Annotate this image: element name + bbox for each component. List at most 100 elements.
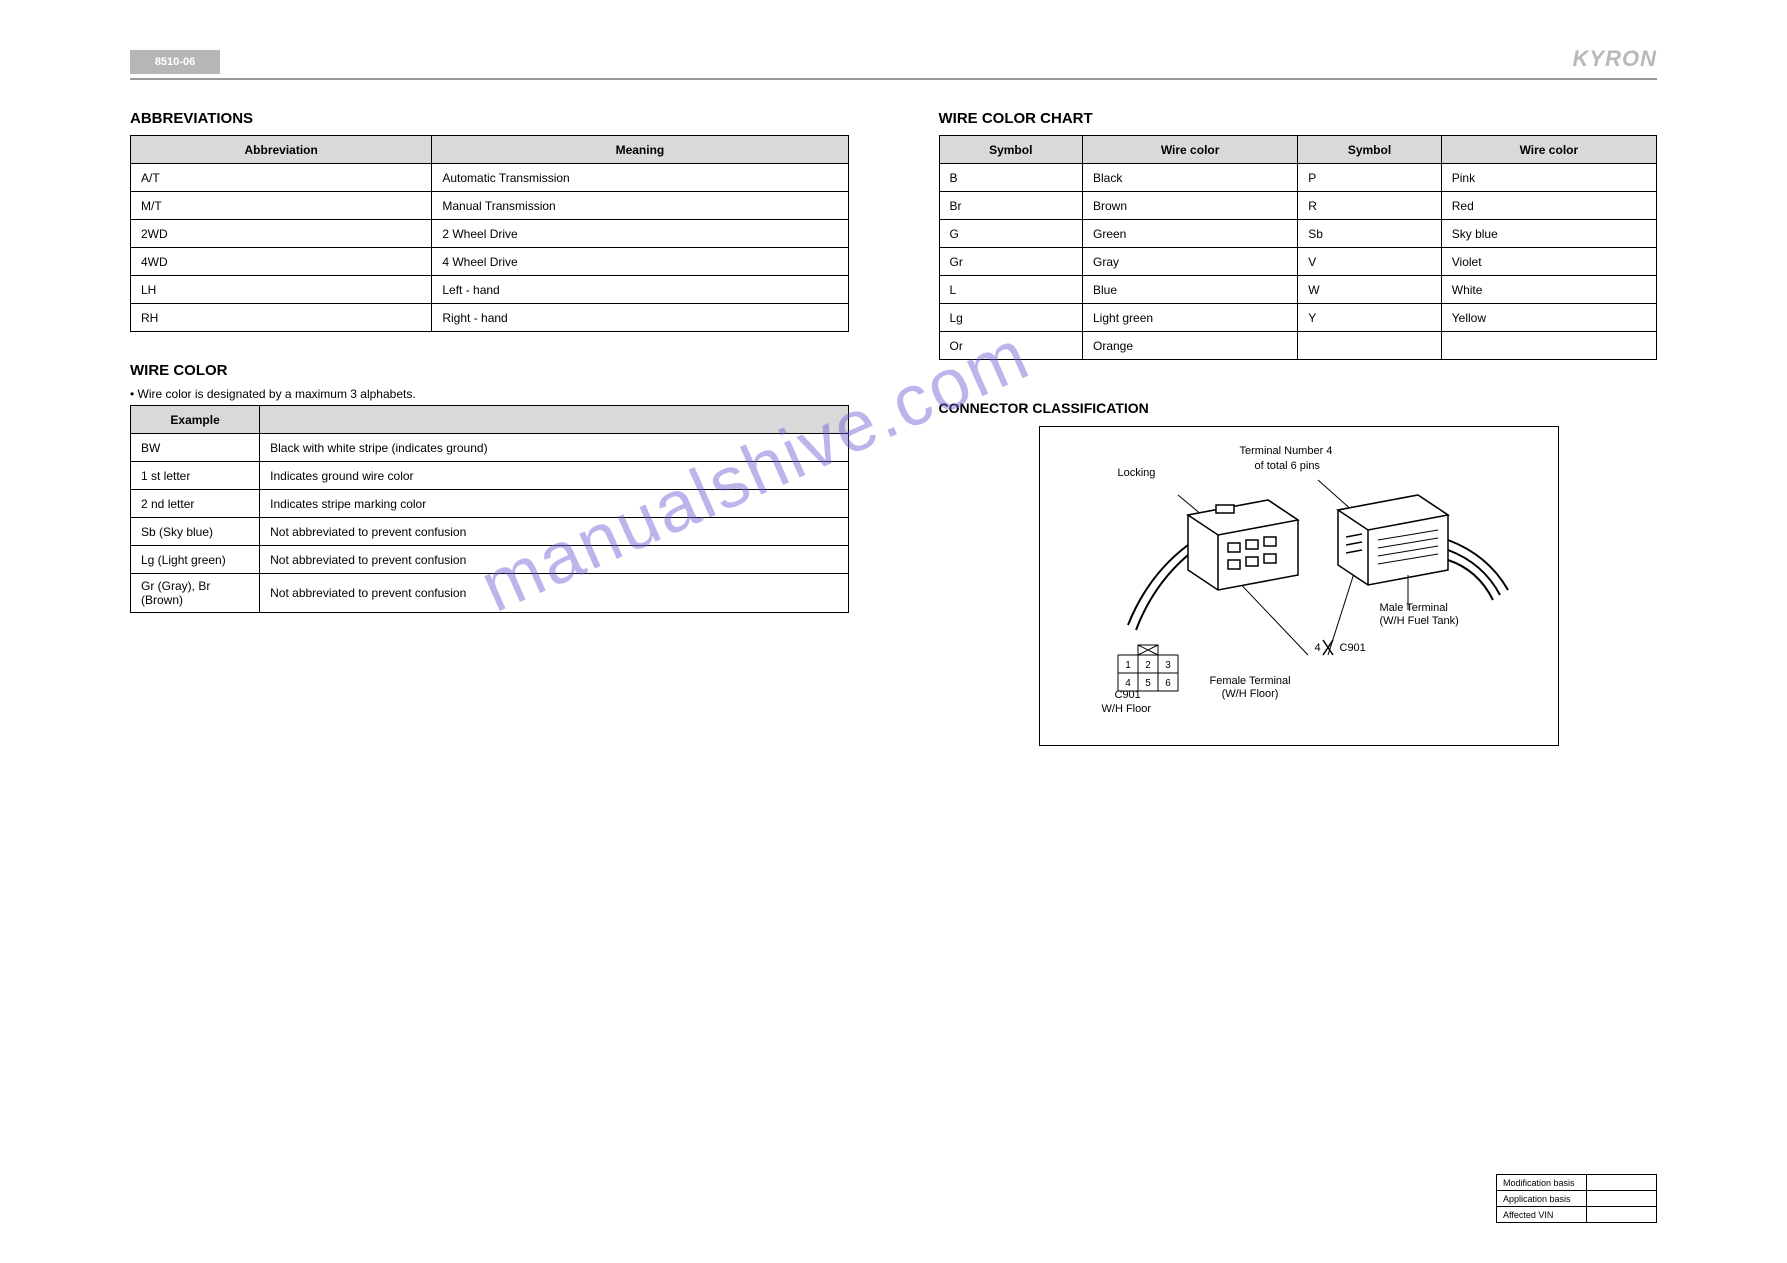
cell: Blue [1083, 276, 1298, 304]
cell: Sky blue [1441, 220, 1656, 248]
cell [1587, 1175, 1657, 1191]
table-row: Gr (Gray), Br (Brown)Not abbreviated to … [131, 574, 849, 613]
svg-text:3: 3 [1165, 660, 1171, 671]
page-tab: 8510-06 [130, 50, 220, 74]
cell: L [939, 276, 1083, 304]
table-row: LBlueWWhite [939, 276, 1657, 304]
cell: Gr (Gray), Br (Brown) [131, 574, 260, 613]
cell: Or [939, 332, 1083, 360]
cell: Manual Transmission [432, 192, 848, 220]
table-row: LHLeft - hand [131, 276, 849, 304]
cell: Left - hand [432, 276, 848, 304]
content-area: ABBREVIATIONS Abbreviation Meaning A/TAu… [130, 110, 1657, 746]
cell: Application basis [1497, 1191, 1587, 1207]
cell: Br [939, 192, 1083, 220]
col-header: Abbreviation [131, 136, 432, 164]
svg-text:4: 4 [1125, 678, 1131, 689]
col-header: Symbol [1298, 136, 1442, 164]
cell: Not abbreviated to prevent confusion [260, 574, 848, 613]
connector-classification-title: CONNECTOR CLASSIFICATION [939, 400, 1658, 416]
right-column: WIRE COLOR CHART Symbol Wire color Symbo… [939, 110, 1658, 746]
label-female: Female Terminal (W/H Floor) [1210, 675, 1291, 701]
page-container: 8510-06 KYRON ABBREVIATIONS Abbreviation… [130, 50, 1657, 1213]
cell: Right - hand [432, 304, 848, 332]
wire-color-chart-table: Symbol Wire color Symbol Wire color BBla… [939, 135, 1658, 360]
cell: G [939, 220, 1083, 248]
cell: 2WD [131, 220, 432, 248]
cell: Orange [1083, 332, 1298, 360]
label-wh-floor: W/H Floor [1102, 703, 1152, 716]
cell: Red [1441, 192, 1656, 220]
cell: Lg [939, 304, 1083, 332]
cell: Brown [1083, 192, 1298, 220]
cell: 2 Wheel Drive [432, 220, 848, 248]
label-c901-left: C901 [1115, 689, 1141, 702]
label-c901: C901 [1340, 642, 1366, 655]
cell: Automatic Transmission [432, 164, 848, 192]
col-header: Wire color [1083, 136, 1298, 164]
wire-color-note: • Wire color is designated by a maximum … [130, 387, 849, 401]
label-female-line1: Female Terminal [1210, 675, 1291, 687]
cell: 4WD [131, 248, 432, 276]
cell [1587, 1191, 1657, 1207]
cell: 2 nd letter [131, 490, 260, 518]
cell: Lg (Light green) [131, 546, 260, 574]
cell: Indicates ground wire color [260, 462, 848, 490]
col-header: Meaning [432, 136, 848, 164]
table-row: 4WD4 Wheel Drive [131, 248, 849, 276]
table-row: OrOrange [939, 332, 1657, 360]
svg-text:5: 5 [1145, 678, 1151, 689]
label-locking: Locking [1118, 467, 1156, 480]
cell: BW [131, 434, 260, 462]
cell: A/T [131, 164, 432, 192]
table-row: 1 st letterIndicates ground wire color [131, 462, 849, 490]
table-row: Application basis [1497, 1191, 1657, 1207]
wire-color-chart-title: WIRE COLOR CHART [939, 110, 1658, 127]
cell: Y [1298, 304, 1442, 332]
cell: Gray [1083, 248, 1298, 276]
table-row: RHRight - hand [131, 304, 849, 332]
table-row: GGreenSbSky blue [939, 220, 1657, 248]
cell: Gr [939, 248, 1083, 276]
cell: Yellow [1441, 304, 1656, 332]
label-female-line2: (W/H Floor) [1222, 688, 1279, 700]
table-row: Affected VIN [1497, 1207, 1657, 1223]
table-header-row: Symbol Wire color Symbol Wire color [939, 136, 1657, 164]
footer-revision-box: Modification basis Application basis Aff… [1496, 1174, 1657, 1223]
cell: W [1298, 276, 1442, 304]
label-male: Male Terminal (W/H Fuel Tank) [1380, 602, 1459, 628]
cell: Affected VIN [1497, 1207, 1587, 1223]
wire-color-table: Example BWBlack with white stripe (indic… [130, 405, 849, 613]
table-row: GrGrayVViolet [939, 248, 1657, 276]
brand-logo: KYRON [1573, 46, 1657, 72]
cell: Not abbreviated to prevent confusion [260, 518, 848, 546]
col-header [260, 406, 848, 434]
cell: P [1298, 164, 1442, 192]
header-bar: 8510-06 KYRON [130, 50, 1657, 82]
svg-text:1: 1 [1125, 660, 1131, 671]
cell: Indicates stripe marking color [260, 490, 848, 518]
label-terminal-num: Terminal Number 4 [1240, 445, 1333, 458]
cell: Sb (Sky blue) [131, 518, 260, 546]
table-row: 2WD2 Wheel Drive [131, 220, 849, 248]
cell [1441, 332, 1656, 360]
table-row: LgLight greenYYellow [939, 304, 1657, 332]
table-row: BBlackPPink [939, 164, 1657, 192]
cell: Black with white stripe (indicates groun… [260, 434, 848, 462]
wire-color-title: WIRE COLOR [130, 362, 849, 379]
svg-text:6: 6 [1165, 678, 1171, 689]
cell: LH [131, 276, 432, 304]
cell: 4 Wheel Drive [432, 248, 848, 276]
left-column: ABBREVIATIONS Abbreviation Meaning A/TAu… [130, 110, 849, 746]
cell: RH [131, 304, 432, 332]
abbreviations-title: ABBREVIATIONS [130, 110, 849, 127]
cell: Not abbreviated to prevent confusion [260, 546, 848, 574]
table-row: BWBlack with white stripe (indicates gro… [131, 434, 849, 462]
connector-diagram-svg: 1 2 3 4 5 6 [1058, 445, 1542, 729]
label-male-line2: (W/H Fuel Tank) [1380, 615, 1459, 627]
label-total-pins: of total 6 pins [1255, 460, 1320, 473]
label-pin4: 4 [1315, 642, 1321, 655]
table-row: BrBrownRRed [939, 192, 1657, 220]
cell [1587, 1207, 1657, 1223]
cell: V [1298, 248, 1442, 276]
